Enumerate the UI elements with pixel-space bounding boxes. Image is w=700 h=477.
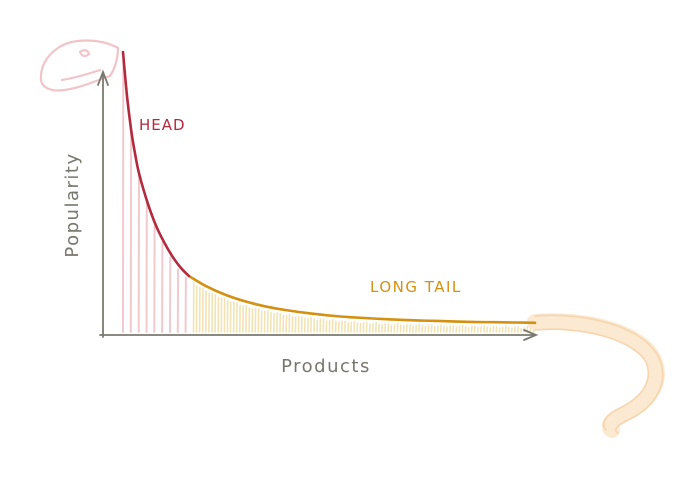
y-axis-arrow bbox=[97, 69, 109, 86]
long-tail-annotation: LONG TAIL bbox=[370, 278, 462, 296]
y-axis-label: Popularity bbox=[62, 152, 83, 257]
popularity-bars bbox=[122, 56, 535, 333]
x-axis-label: Products bbox=[281, 356, 371, 377]
x-axis-arrow bbox=[523, 329, 539, 341]
dino-tail-icon bbox=[527, 313, 665, 438]
head-curve bbox=[121, 50, 191, 278]
long-tail-curve bbox=[187, 274, 537, 325]
dino-head-icon bbox=[39, 39, 120, 92]
head-annotation: HEAD bbox=[139, 116, 186, 134]
axes bbox=[97, 69, 539, 341]
